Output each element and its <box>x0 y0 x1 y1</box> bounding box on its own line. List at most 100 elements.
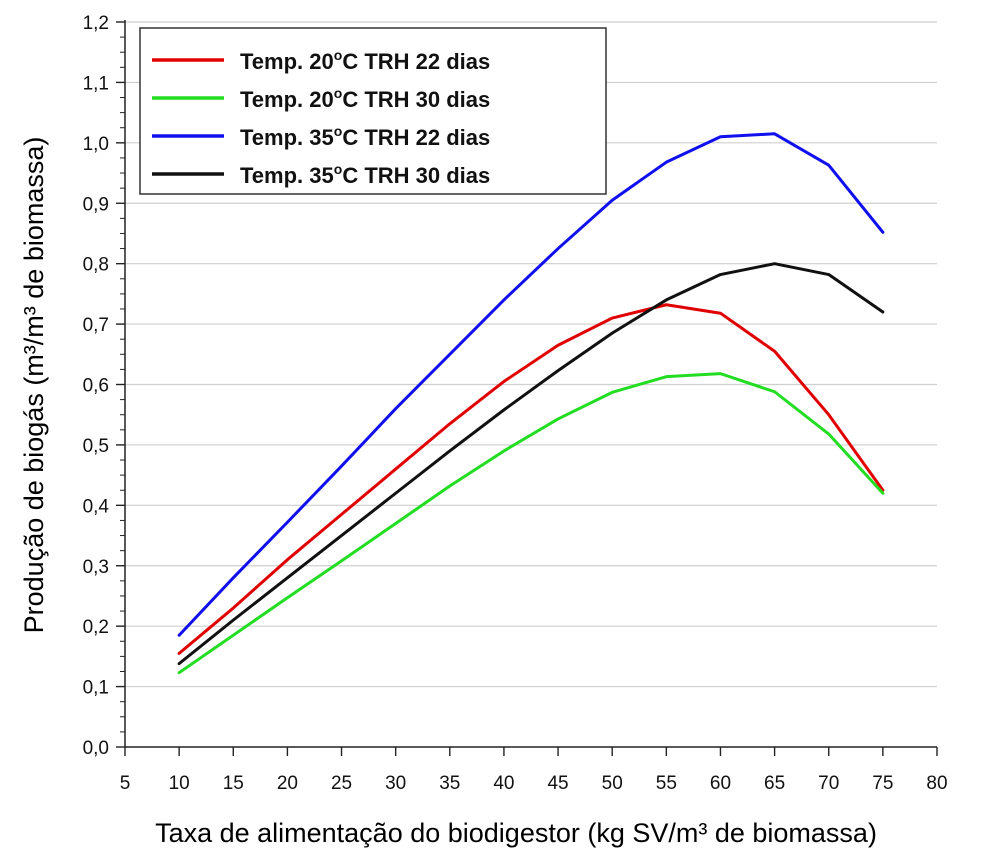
data-point <box>719 372 722 375</box>
y-tick-label: 1,2 <box>83 13 109 34</box>
y-tick-label: 0,4 <box>83 496 110 517</box>
data-point <box>827 413 830 416</box>
data-point <box>719 135 722 138</box>
data-point <box>665 160 668 164</box>
data-point <box>340 464 343 468</box>
legend: Temp. 20oC TRH 22 dias Temp. 20oC TRH 30 … <box>139 27 607 195</box>
data-point <box>177 652 181 655</box>
data-point <box>502 408 506 412</box>
data-point <box>611 331 614 335</box>
data-point <box>556 417 560 421</box>
legend-label-4: Temp. 35oC TRH 30 dias <box>240 161 490 188</box>
data-point <box>611 199 614 202</box>
y-tick-label: 1,0 <box>83 134 109 155</box>
data-point <box>827 273 830 276</box>
data-point <box>827 432 830 436</box>
y-tick-label: 0,6 <box>83 376 109 397</box>
legend-label-2: Temp. 20oC TRH 30 dias <box>240 85 490 112</box>
data-point <box>177 634 181 637</box>
y-tick-label: 0,9 <box>83 194 109 215</box>
data-point <box>665 298 668 302</box>
y-tick-label: 0,8 <box>83 255 109 276</box>
x-tick-label: 80 <box>926 773 947 794</box>
x-tick-label: 35 <box>439 773 460 794</box>
y-tick-label: 0,0 <box>83 738 109 759</box>
data-point <box>177 662 181 665</box>
data-point <box>448 449 451 453</box>
series-line-1 <box>177 303 885 655</box>
x-tick-label: 20 <box>277 773 298 794</box>
y-tick-label: 0,5 <box>83 436 109 457</box>
x-tick-label: 65 <box>764 773 785 794</box>
x-tick-label: 30 <box>385 773 406 794</box>
data-point <box>232 634 235 637</box>
data-point <box>502 298 506 302</box>
data-point <box>340 513 343 516</box>
data-point <box>611 316 614 320</box>
y-tick-label: 1,1 <box>83 73 109 94</box>
legend-box <box>139 27 607 195</box>
data-point <box>286 558 289 561</box>
data-point <box>611 391 614 394</box>
legend-label-3: Temp. 35oC TRH 22 dias <box>240 123 490 150</box>
data-point <box>394 407 397 410</box>
data-point <box>286 521 289 524</box>
x-tick-label: 70 <box>818 773 839 794</box>
data-point <box>719 312 722 315</box>
x-tick-label: 55 <box>656 773 677 794</box>
data-point <box>448 484 451 488</box>
y-tick-label: 0,1 <box>83 678 109 699</box>
data-point <box>881 492 885 495</box>
x-tick-label: 5 <box>120 773 131 794</box>
data-point <box>286 596 289 599</box>
series-line-3 <box>177 132 885 637</box>
data-point <box>394 492 397 495</box>
data-point <box>773 262 776 265</box>
y-tick-label: 0,3 <box>83 557 109 578</box>
data-point <box>556 247 560 250</box>
data-point <box>502 380 506 383</box>
data-series <box>177 132 885 675</box>
data-point <box>286 576 289 580</box>
y-axis-title: Produção de biogás (m³/m³ de biomassa) <box>19 137 49 634</box>
data-point <box>719 273 722 276</box>
legend-label-1: Temp. 20oC TRH 22 dias <box>240 47 490 74</box>
data-point <box>773 132 776 135</box>
y-tick-label: 0,2 <box>83 617 109 638</box>
data-point <box>394 467 397 471</box>
data-point <box>232 576 235 580</box>
x-tick-label: 15 <box>223 773 244 794</box>
data-point <box>232 606 235 610</box>
x-tick-label: 25 <box>331 773 352 794</box>
data-point <box>340 559 343 563</box>
data-point <box>448 422 451 425</box>
axes <box>116 20 938 756</box>
y-tick-label: 0,7 <box>83 315 109 336</box>
data-point <box>556 344 560 347</box>
data-point <box>665 375 668 378</box>
data-point <box>502 449 506 453</box>
x-tick-label: 75 <box>872 773 893 794</box>
x-tick-label: 50 <box>602 773 623 794</box>
series-line-4 <box>177 262 885 666</box>
tick-labels: 0,0 0,1 0,2 0,3 0,4 0,5 0,6 0,7 0,8 0,9 1,0 1,1 1,2 5… <box>83 13 948 794</box>
x-tick-label: 45 <box>547 773 568 794</box>
data-point <box>665 303 668 306</box>
data-point <box>773 390 776 393</box>
data-point <box>448 353 451 356</box>
data-point <box>881 231 885 234</box>
x-tick-label: 10 <box>169 773 190 794</box>
data-point <box>177 671 181 674</box>
data-point <box>556 369 560 372</box>
x-tick-label: 60 <box>710 773 731 794</box>
data-point <box>340 534 343 537</box>
data-point <box>232 618 235 622</box>
x-tick-label: 40 <box>493 773 514 794</box>
data-point <box>773 350 776 353</box>
series-line-2 <box>177 372 885 675</box>
data-point <box>881 310 885 314</box>
x-axis-title: Taxa de alimentação do biodigestor (kg S… <box>155 818 877 848</box>
data-point <box>394 522 397 525</box>
data-point <box>827 163 830 167</box>
